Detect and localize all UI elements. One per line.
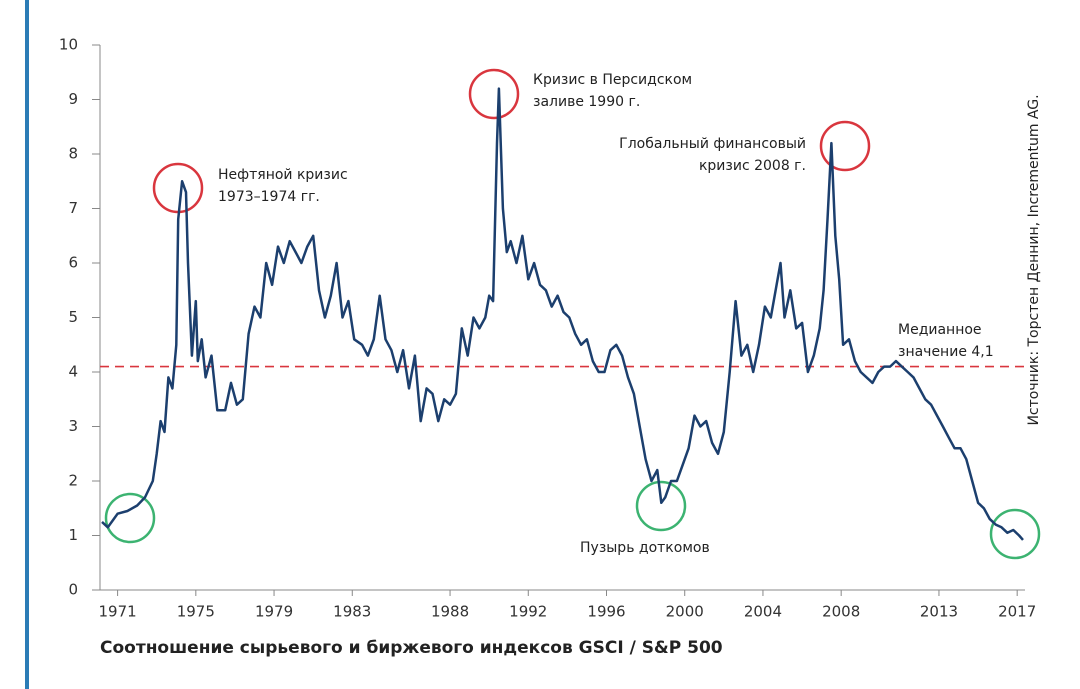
y-tick-label: 8: [68, 145, 78, 163]
y-tick-label: 4: [68, 363, 78, 381]
annotation: кризис 2008 г.: [699, 158, 806, 174]
y-tick-label: 3: [68, 417, 78, 435]
circle: [989, 508, 1041, 560]
annotation: 1973–1974 гг.: [218, 189, 320, 205]
x-tick-label: 2000: [666, 603, 704, 621]
median-label: значение 4,1: [898, 344, 994, 360]
circle: [104, 492, 156, 544]
x-axis-label: Соотношение сырьевого и биржевого индекс…: [100, 638, 723, 658]
highlight-circles: [104, 68, 1041, 560]
source: Источник: Торстен Деннин, Incrementum AG…: [1026, 94, 1042, 425]
x-tick-label: 1983: [333, 603, 371, 621]
y-tick-label: 7: [68, 199, 78, 217]
median-label: Медианное: [898, 322, 982, 338]
y-tick-label: 5: [68, 308, 78, 326]
y-tick-label: 6: [68, 254, 78, 272]
y-tick-label: 0: [68, 581, 78, 599]
circle: [819, 120, 871, 172]
circle: [635, 480, 687, 532]
circle: [468, 68, 520, 120]
x-tick-label: 2004: [744, 603, 782, 621]
circle: [152, 162, 204, 214]
annotation: Кризис в Персидском: [533, 72, 692, 88]
x-tick-label: 1979: [255, 603, 293, 621]
x-tick-label: 1996: [587, 603, 625, 621]
data-line: [101, 87, 1024, 541]
annotation: Глобальный финансовый: [619, 136, 806, 152]
y-tick-label: 10: [59, 36, 78, 54]
x-tick-label: 2017: [998, 603, 1036, 621]
x-tick-label: 1975: [177, 603, 215, 621]
annotation: заливе 1990 г.: [533, 94, 640, 110]
x-tick-label: 2013: [920, 603, 958, 621]
annotation: Нефтяной кризис: [218, 167, 348, 183]
x-tick-label: 1992: [509, 603, 547, 621]
x-tick-label: 1971: [99, 603, 137, 621]
x-tick-label: 1988: [431, 603, 469, 621]
y-tick-label: 9: [68, 90, 78, 108]
y-tick-label: 2: [68, 472, 78, 490]
annotation: Пузырь доткомов: [580, 540, 710, 556]
x-tick-label: 2008: [822, 603, 860, 621]
side-bar: [25, 0, 29, 689]
y-tick-label: 1: [68, 526, 78, 544]
